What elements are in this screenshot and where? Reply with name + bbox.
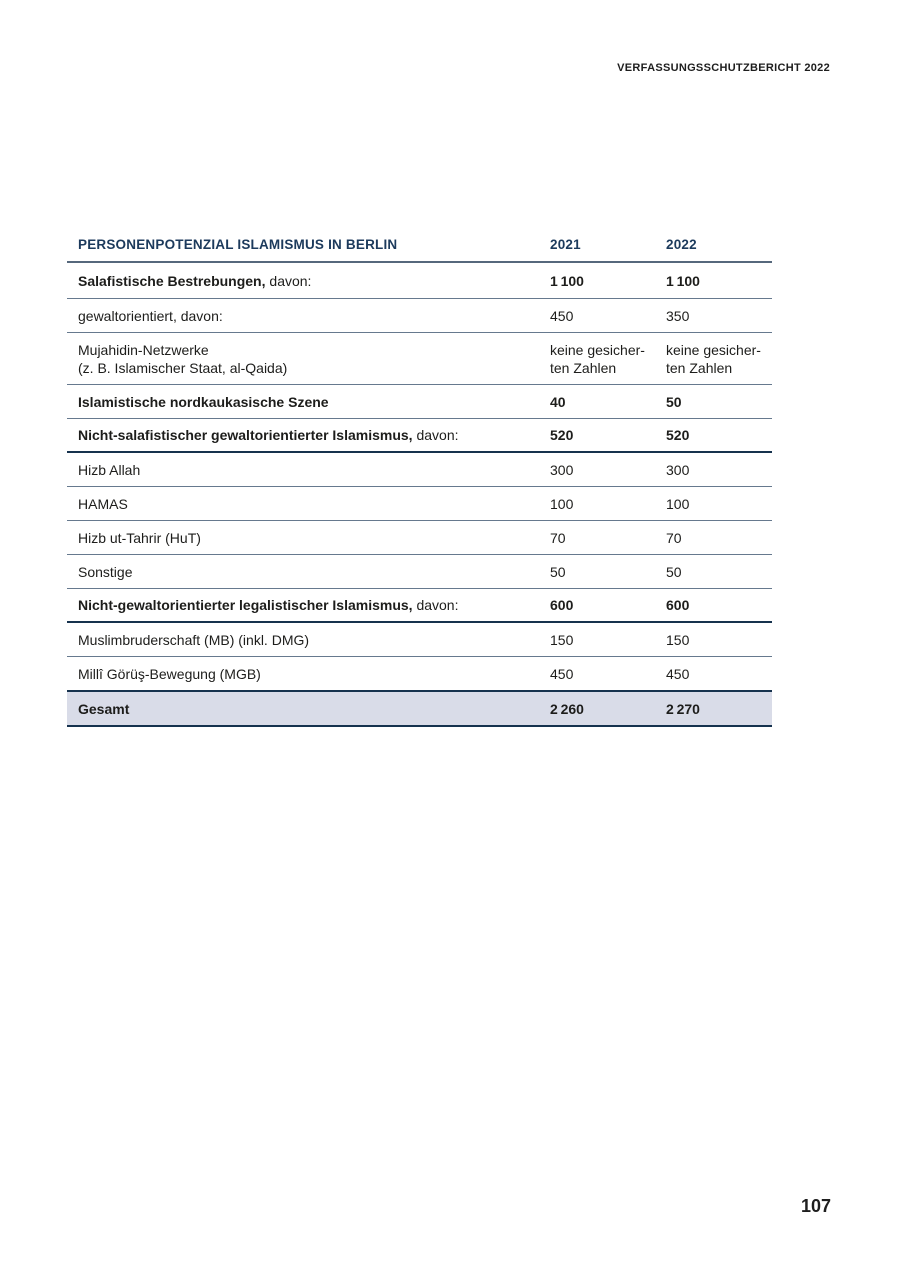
row-label-normal: Millî Görüş-Bewegung (MGB): [78, 665, 261, 682]
row-label: Islamistische nordkaukasische Szene: [67, 393, 550, 411]
row-label: Salafistische Bestrebungen, davon:: [67, 272, 550, 290]
row-label-strong: Islamistische nordkaukasische Szene: [78, 393, 329, 410]
table-row: Sonstige 50 50: [67, 555, 772, 589]
table-row: Islamistische nordkaukasische Szene 40 5…: [67, 385, 772, 419]
value-2021: 600: [550, 597, 574, 613]
value-2022: 2 270: [666, 700, 700, 717]
value-2022: 520: [666, 427, 690, 443]
row-label-strong: Gesamt: [78, 700, 130, 717]
row-label-strong: Nicht-gewaltorientierter legalistischer …: [78, 597, 413, 613]
row-label-normal: Hizb ut-Tahrir (HuT): [78, 529, 201, 546]
row-label: Gesamt: [67, 700, 550, 718]
value-2021: 50: [550, 563, 566, 580]
value-2021: 40: [550, 393, 566, 410]
table-row-total: Gesamt 2 260 2 270: [67, 690, 772, 727]
table-row: Millî Görüş-Bewegung (MGB) 450 450: [67, 657, 772, 691]
value-2021: 520: [550, 427, 574, 443]
column-header-2022: 2022: [666, 237, 697, 252]
row-label-normal: Sonstige: [78, 563, 133, 580]
value-2022: 350: [666, 307, 690, 324]
row-label-normal: Hizb Allah: [78, 461, 141, 478]
value-2022: 50: [666, 393, 682, 410]
value-2021: 2 260: [550, 700, 584, 717]
table-row: Nicht-salafistischer gewaltorientierter …: [67, 419, 772, 453]
row-label: Nicht-salafistischer gewaltorientierter …: [67, 426, 550, 444]
table-row: gewaltorientiert, davon: 450 350: [67, 299, 772, 333]
value-2021: 450: [550, 665, 574, 682]
value-2022: 70: [666, 529, 682, 546]
table-row: Salafistische Bestrebungen, davon: 1 100…: [67, 263, 772, 299]
row-label: Millî Görüş-Bewegung (MGB): [67, 665, 550, 683]
row-label: gewaltorientiert, davon:: [67, 307, 550, 325]
value-2022: 450: [666, 665, 690, 682]
value-2021: 100: [550, 495, 574, 512]
row-label-normal: HAMAS: [78, 495, 128, 512]
value-2022: 600: [666, 597, 690, 613]
table-row: HAMAS 100 100: [67, 487, 772, 521]
row-label: Mujahidin-Netzwerke (z. B. Islamischer S…: [67, 341, 550, 377]
row-label-normal: Muslimbruderschaft (MB) (inkl. DMG): [78, 631, 310, 648]
row-label-normal: davon:: [412, 427, 459, 443]
value-2022: 50: [666, 563, 682, 580]
personenpotenzial-table: PERSONENPOTENZIAL ISLAMISMUS IN BERLIN 2…: [67, 222, 772, 727]
value-2021: 70: [550, 529, 566, 546]
value-2021: keine gesicher- ten Zahlen: [550, 341, 645, 376]
value-2022: keine gesicher- ten Zahlen: [666, 341, 761, 376]
table-row: Hizb ut-Tahrir (HuT) 70 70: [67, 521, 772, 555]
table-row: Nicht-gewaltorientierter legalistischer …: [67, 589, 772, 623]
table-row: Mujahidin-Netzwerke (z. B. Islamischer S…: [67, 333, 772, 385]
value-2021: 300: [550, 461, 574, 478]
row-label-normal: davon:: [265, 272, 312, 289]
value-2021: 450: [550, 307, 574, 324]
table-row: Muslimbruderschaft (MB) (inkl. DMG) 150 …: [67, 623, 772, 657]
row-label: HAMAS: [67, 495, 550, 513]
value-2021: 150: [550, 631, 574, 648]
row-label-normal: gewaltorientiert, davon:: [78, 307, 223, 324]
table-header-row: PERSONENPOTENZIAL ISLAMISMUS IN BERLIN 2…: [67, 222, 772, 263]
table-row: Hizb Allah 300 300: [67, 453, 772, 487]
row-label: Hizb Allah: [67, 461, 550, 479]
value-2022: 1 100: [666, 272, 700, 289]
column-header-2021: 2021: [550, 237, 581, 252]
row-label: Muslimbruderschaft (MB) (inkl. DMG): [67, 631, 550, 649]
row-label-normal: davon:: [412, 597, 459, 613]
value-2022: 100: [666, 495, 690, 512]
row-label-normal: Mujahidin-Netzwerke (z. B. Islamischer S…: [78, 341, 288, 376]
row-label: Nicht-gewaltorientierter legalistischer …: [67, 596, 550, 614]
value-2022: 300: [666, 461, 690, 478]
row-label: Sonstige: [67, 563, 550, 581]
running-head: VERFASSUNGSSCHUTZBERICHT 2022: [617, 62, 830, 74]
value-2022: 150: [666, 631, 690, 648]
table-title: PERSONENPOTENZIAL ISLAMISMUS IN BERLIN: [78, 237, 398, 252]
row-label-strong: Nicht-salafistischer gewaltorientierter …: [78, 427, 413, 443]
row-label-strong: Salafistische Bestrebungen,: [78, 272, 266, 289]
page-number: 107: [800, 1196, 831, 1216]
row-label: Hizb ut-Tahrir (HuT): [67, 529, 550, 547]
value-2021: 1 100: [550, 272, 584, 289]
